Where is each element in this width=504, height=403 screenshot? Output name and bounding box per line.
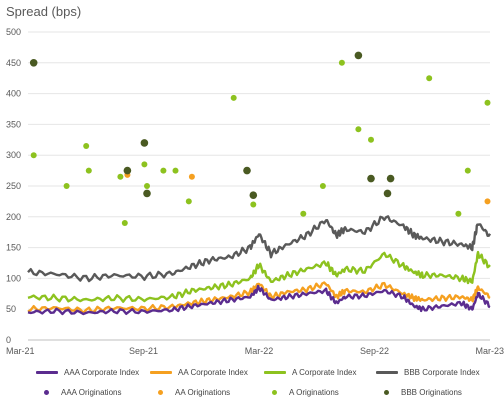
point-a-originations [172,167,179,174]
point-a-originations [355,126,362,133]
point-bbb-originations [383,189,392,198]
legend-item-aaa-orig: AAA Originations [36,388,121,397]
point-a-originations [85,167,92,174]
point-bbb-originations [123,166,132,175]
y-tick-label: 250 [6,181,21,191]
x-tick-label: Mar-21 [6,346,35,356]
point-bbb-originations [386,174,395,183]
point-a-originations [30,152,37,159]
y-tick-label: 50 [6,304,16,314]
legend-dot-aa-orig [158,390,163,395]
point-bbb-originations [367,174,375,183]
x-tick-label: Mar-22 [245,346,274,356]
point-a-originations [141,161,148,168]
point-a-originations [464,167,471,174]
y-tick-label: 100 [6,273,21,283]
point-aa-originations [188,173,195,180]
point-a-originations [426,75,433,82]
legend-label-bbb-orig: BBB Originations [401,388,462,397]
y-tick-label: 300 [6,150,21,160]
point-a-originations [368,136,374,143]
legend-item-bbb-index: BBB Corporate Index [376,368,480,377]
point-a-originations [63,183,70,189]
x-tick-label: Sep-22 [360,346,389,356]
legend-swatch-aaa-index [36,371,58,374]
y-tick-label: 0 [6,335,11,345]
x-tick-label: Sep-21 [129,346,158,356]
point-a-originations [250,201,257,208]
y-tick-label: 150 [6,243,21,253]
series-line-bbb-corporate-index [27,215,492,283]
point-bbb-originations [29,59,38,67]
legend-label-aaa-orig: AAA Originations [61,388,122,397]
legend-dot-aaa-orig [44,390,49,395]
point-a-originations [484,99,491,106]
point-bbb-originations [354,51,363,60]
series-line-aaa-corporate-index [27,284,491,316]
series-line-aa-corporate-index [27,281,491,315]
legend-label-aa-index: AA Corporate Index [178,368,248,377]
point-a-originations [319,183,326,189]
point-a-originations [83,143,90,149]
point-a-originations [338,59,345,66]
legend-dot-bbb-orig [384,390,389,395]
series-line-a-corporate-index [27,250,491,303]
y-axis-label: Spread (bps) [6,4,82,19]
point-a-originations [230,94,237,101]
legend-label-bbb-index: BBB Corporate Index [404,368,480,377]
y-tick-label: 500 [6,27,21,37]
legend-swatch-a-index [264,371,286,374]
point-bbb-originations [243,166,251,175]
y-tick-label: 450 [6,58,21,68]
legend-item-aa-orig: AA Originations [150,388,230,397]
point-a-originations [160,167,167,174]
legend-item-aaa-index: AAA Corporate Index [36,368,139,377]
legend-swatch-bbb-index [376,371,398,374]
point-bbb-originations [143,189,151,198]
y-tick-label: 350 [6,119,21,129]
y-tick-label: 200 [6,212,21,222]
legend-item-a-index: A Corporate Index [264,368,356,377]
point-a-originations [144,183,150,189]
legend-dot-a-orig [272,390,277,395]
point-bbb-originations [249,191,258,199]
spread-chart: 0 50 100 150 200 250 300 350 400 450 500 Mar-21 Sep-… [6,27,504,356]
point-a-originations [300,210,307,217]
point-a-originations [455,210,462,217]
legend-label-aa-orig: AA Originations [175,388,231,397]
point-a-originations [121,220,128,226]
x-tick-label: Mar-23 [475,346,504,356]
point-a-originations [185,198,192,205]
point-a-originations [117,173,124,180]
legend-label-a-orig: A Originations [289,388,339,397]
legend-swatch-aa-index [150,371,172,374]
legend-item-aa-index: AA Corporate Index [150,368,248,377]
legend-item-bbb-orig: BBB Originations [376,388,462,397]
legend-label-a-index: A Corporate Index [292,368,357,377]
legend-item-a-orig: A Originations [264,388,339,397]
point-bbb-originations [140,139,149,147]
legend-label-aaa-index: AAA Corporate Index [64,368,140,377]
y-tick-label: 400 [6,89,21,99]
point-aa-originations [484,198,491,205]
